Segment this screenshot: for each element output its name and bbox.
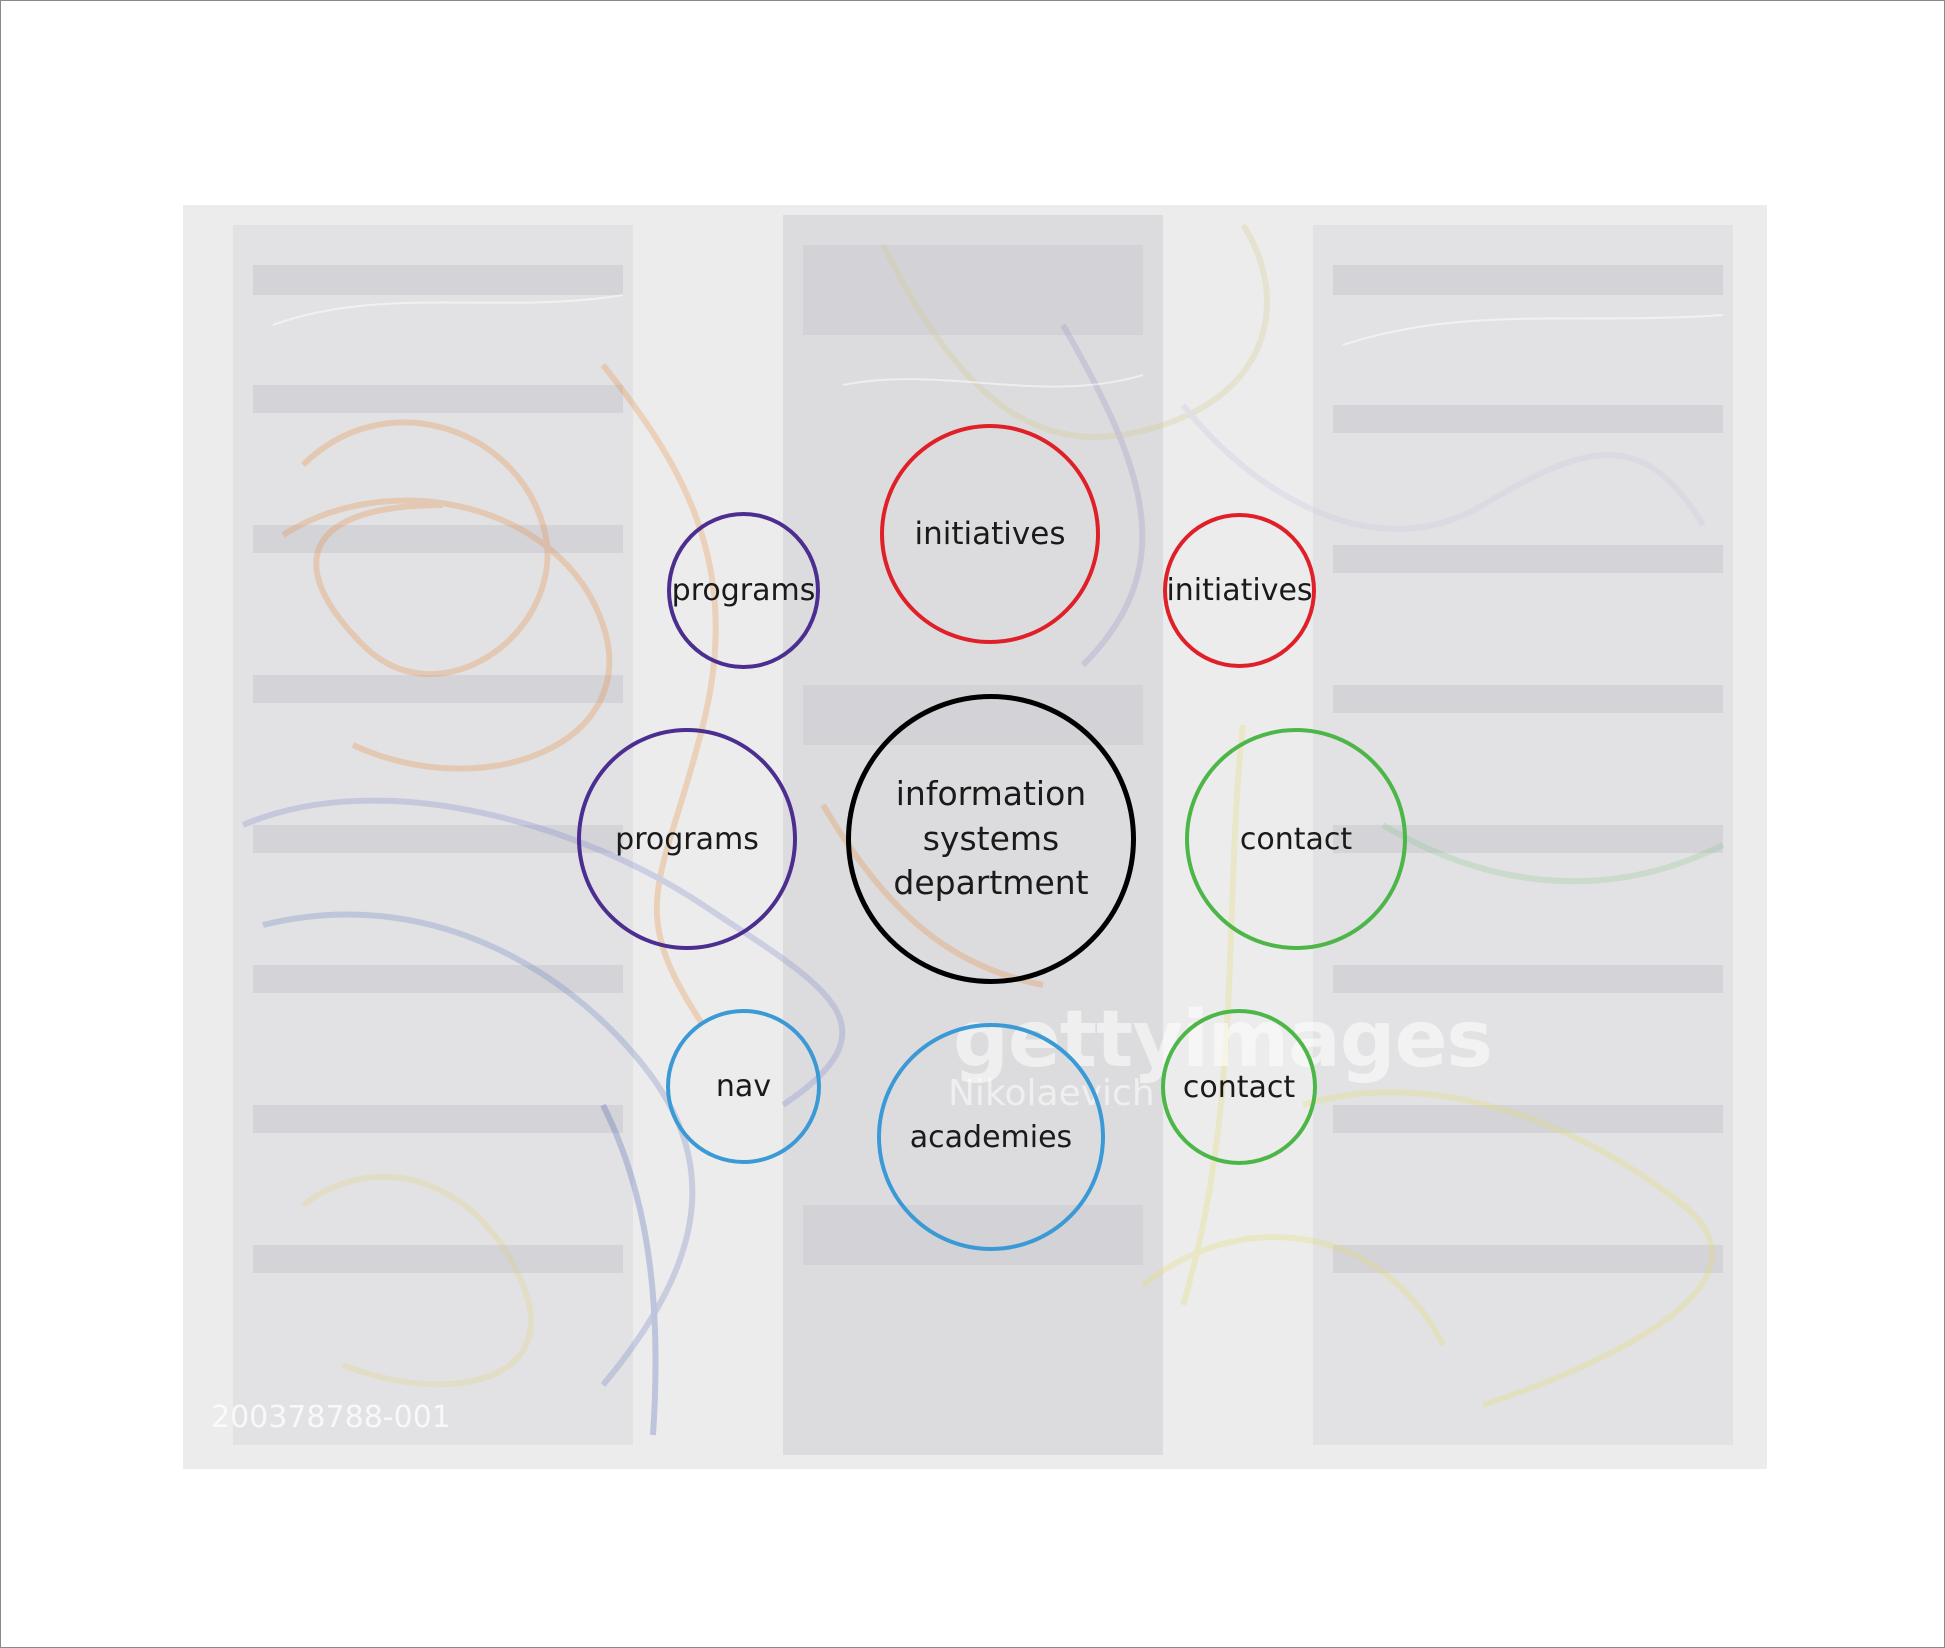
node-programs-small[interactable]: programs: [667, 512, 820, 669]
node-contact-small[interactable]: contact: [1161, 1009, 1317, 1165]
center-node-label: information systems department: [893, 774, 1089, 903]
node-initiatives-small[interactable]: initiatives: [1163, 513, 1316, 668]
node-label: nav: [715, 1069, 772, 1104]
node-label: programs: [671, 573, 816, 608]
node-label: initiatives: [1166, 573, 1313, 608]
node-academies-large[interactable]: academies: [877, 1023, 1105, 1251]
node-label: academies: [909, 1119, 1073, 1155]
node-label: contact: [1239, 821, 1353, 857]
node-contact-large[interactable]: contact: [1185, 728, 1407, 950]
watermark-id: 200378788-001: [211, 1400, 451, 1435]
center-node-information-systems-department[interactable]: information systems department: [846, 694, 1136, 984]
node-label: initiatives: [914, 516, 1066, 552]
node-initiatives-large[interactable]: initiatives: [880, 424, 1100, 644]
node-label: contact: [1182, 1069, 1296, 1105]
node-label: programs: [615, 821, 759, 857]
node-nav-small[interactable]: nav: [666, 1009, 821, 1164]
node-programs-large[interactable]: programs: [577, 728, 797, 950]
